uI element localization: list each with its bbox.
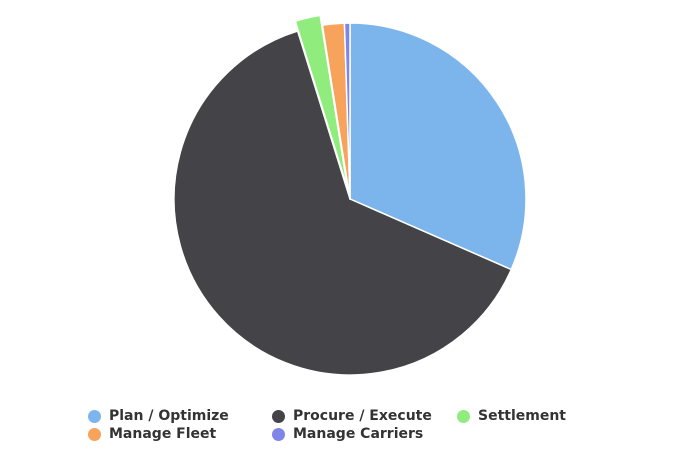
legend-item-plan-optimize[interactable]: Plan / Optimize	[88, 408, 229, 424]
pie-slice-procure-execute[interactable]	[173, 30, 512, 376]
pie-slice-settlement[interactable]	[294, 14, 349, 191]
legend-marker	[457, 409, 470, 423]
legend-marker	[272, 427, 285, 441]
legend-label: Manage Carriers	[293, 426, 424, 442]
legend-item-manage-fleet[interactable]: Manage Fleet	[88, 426, 216, 442]
legend-label: Plan / Optimize	[109, 408, 229, 424]
legend-item-procure-execute[interactable]: Procure / Execute	[272, 408, 432, 424]
pie-slice-plan-optimize[interactable]	[349, 22, 527, 271]
legend-marker	[272, 409, 285, 423]
legend-label: Manage Fleet	[109, 426, 217, 442]
legend-label: Settlement	[478, 408, 566, 424]
legend-marker	[88, 427, 101, 441]
pie-chart	[173, 14, 527, 376]
legend-label: Procure / Execute	[293, 408, 432, 424]
pie-slice-manage-carriers[interactable]	[343, 22, 351, 200]
legend-item-manage-carriers[interactable]: Manage Carriers	[272, 426, 423, 442]
legend-item-settlement[interactable]: Settlement	[457, 408, 566, 424]
legend-marker	[88, 409, 101, 423]
pie-slices	[173, 14, 527, 376]
